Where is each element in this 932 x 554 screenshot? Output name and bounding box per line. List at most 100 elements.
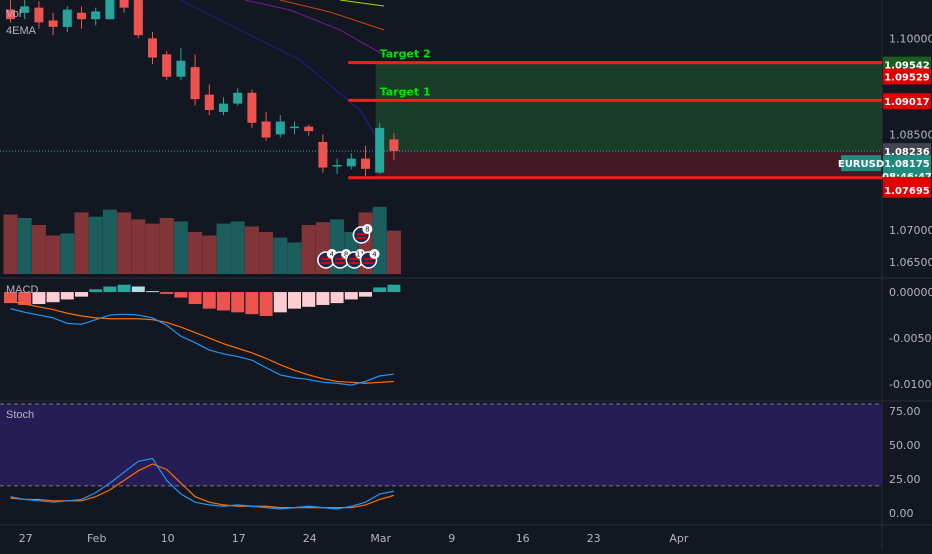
macd-histogram-bar xyxy=(202,292,216,309)
macd-signal-line xyxy=(10,300,394,384)
flag-stripe xyxy=(335,258,346,260)
volume-bar xyxy=(102,209,117,274)
macd-histogram-bar xyxy=(32,292,46,305)
candle-body xyxy=(20,6,30,13)
economic-event-icon[interactable]: 4 xyxy=(317,249,337,269)
ema-line xyxy=(279,0,385,31)
macd-histogram-bar xyxy=(4,292,17,304)
ema-line xyxy=(339,0,385,7)
candle xyxy=(34,1,44,29)
ema-indicator-label[interactable]: 4EMA xyxy=(6,25,36,37)
candle-body xyxy=(48,20,58,27)
volume-indicator-label[interactable]: Vol xyxy=(6,8,22,20)
candle xyxy=(361,145,370,177)
price-tick-label: 1.10000 xyxy=(889,32,932,45)
symbol-tag: EURUSD xyxy=(838,155,884,172)
candle-body xyxy=(34,7,44,23)
macd-histogram-bar xyxy=(387,284,401,293)
economic-event-icon[interactable]: 8 xyxy=(352,224,373,244)
volume-bar xyxy=(273,237,288,274)
event-count: 11 xyxy=(356,251,365,259)
time-axis-label: Feb xyxy=(87,532,106,545)
price-tick-label: 1.06500 xyxy=(889,256,932,269)
macd-histogram-bar xyxy=(288,292,301,309)
volume-bar xyxy=(216,223,231,274)
profit-zone xyxy=(375,63,882,152)
macd-histogram-bar xyxy=(231,292,245,313)
target-label: Target 2 xyxy=(380,48,431,61)
volume-bar xyxy=(145,223,160,274)
macd-histogram-bar xyxy=(46,292,60,303)
macd-histogram-bar xyxy=(18,292,32,305)
candle xyxy=(247,89,257,128)
macd-histogram-bar xyxy=(344,292,358,300)
price-tag-label: 1.09017 xyxy=(884,97,930,108)
candle xyxy=(119,0,129,13)
macd-histogram-bar xyxy=(373,287,387,293)
volume-bar xyxy=(3,214,18,274)
candle xyxy=(275,115,285,138)
time-axis-label: Apr xyxy=(669,532,689,545)
volume-bar xyxy=(244,226,259,274)
flag-stripe xyxy=(356,233,367,235)
candle-body xyxy=(6,9,15,20)
volume-bar xyxy=(173,221,188,274)
candle-body xyxy=(219,103,228,112)
time-axis-label: 23 xyxy=(587,532,601,545)
price-tag: 1.09529 xyxy=(883,68,931,85)
candle-body xyxy=(247,92,257,123)
macd-histogram-bar xyxy=(160,292,174,294)
price-tag: 1.08175 xyxy=(883,155,931,172)
economic-event-icon[interactable]: 11 xyxy=(345,249,366,269)
volume-bar xyxy=(46,235,61,274)
candle xyxy=(346,153,356,170)
candle xyxy=(77,6,86,29)
macd-indicator-label[interactable]: MACD xyxy=(6,284,39,296)
candle xyxy=(375,122,385,174)
candle-body xyxy=(304,126,314,132)
event-count: 4 xyxy=(330,251,335,259)
macd-histogram-bar xyxy=(60,292,74,300)
volume-bar xyxy=(131,219,146,274)
candle-body xyxy=(346,158,356,167)
macd-tick-label: 0.00000 xyxy=(889,286,932,299)
candle-body xyxy=(176,60,186,77)
time-axis-label: 9 xyxy=(448,532,455,545)
macd-histogram-bar xyxy=(359,292,372,297)
stoch-indicator-label[interactable]: Stoch xyxy=(6,409,35,421)
price-tag-label: 1.08236 xyxy=(884,147,930,158)
candle-body xyxy=(204,94,214,110)
macd-histogram-bar xyxy=(273,292,287,313)
volume-bar xyxy=(259,232,274,274)
volume-bar xyxy=(202,235,217,274)
flag-stripe xyxy=(349,262,360,264)
stoch-k-line xyxy=(10,457,395,510)
candle-body xyxy=(105,0,115,20)
price-tag: 1.07695 xyxy=(883,181,931,198)
macd-histogram-bar xyxy=(174,292,188,298)
volume-bar xyxy=(287,242,302,274)
volume-bar xyxy=(117,212,132,274)
macd-histogram-bar xyxy=(89,289,103,293)
macd-histogram-bar xyxy=(131,286,145,293)
flag-stripe xyxy=(335,262,346,264)
price-tag-label: 1.09542 xyxy=(884,61,930,72)
time-axis-label: Mar xyxy=(370,532,391,545)
candle xyxy=(62,6,72,32)
volume-bar xyxy=(31,225,46,274)
candle-body xyxy=(148,38,157,58)
candle-body xyxy=(318,141,328,168)
volume-bar xyxy=(159,218,174,274)
event-count: 4 xyxy=(372,251,377,259)
candle xyxy=(91,7,101,26)
candle-body xyxy=(275,121,285,135)
macd-histogram-bar xyxy=(302,292,316,307)
candle-body xyxy=(62,9,72,27)
candle xyxy=(6,0,15,23)
economic-event-icon[interactable]: 4 xyxy=(359,249,380,269)
time-axis-label: 24 xyxy=(303,532,317,545)
ema-line xyxy=(179,0,385,151)
candle xyxy=(304,124,314,136)
